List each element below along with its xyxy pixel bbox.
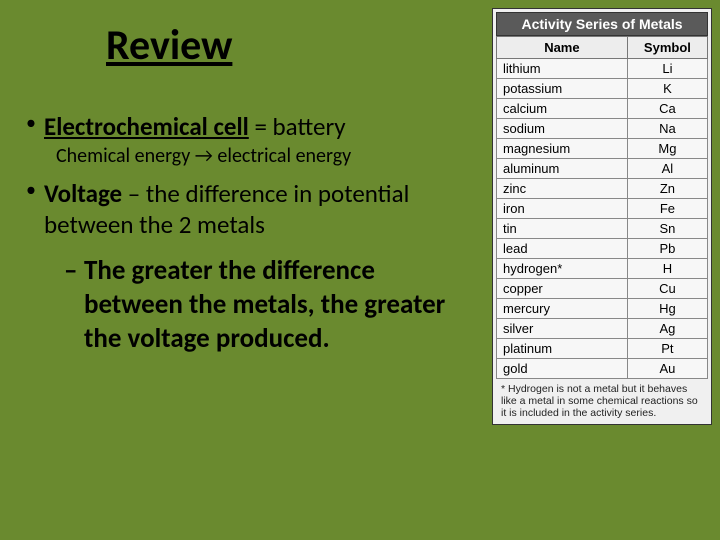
bullet-list: Electrochemical cell = battery Chemical …: [16, 111, 476, 355]
table-row: magnesiumMg: [497, 139, 708, 159]
slide-title: Review: [106, 20, 476, 71]
col-symbol-header: Symbol: [627, 37, 707, 59]
cell-symbol: Au: [627, 359, 707, 379]
cell-symbol: Mg: [627, 139, 707, 159]
cell-symbol: K: [627, 79, 707, 99]
bullet-2: Voltage – the difference in potential be…: [26, 178, 476, 355]
bullet-1-rest: = battery: [249, 111, 346, 142]
table-row: calciumCa: [497, 99, 708, 119]
cell-name: aluminum: [497, 159, 628, 179]
sub-bullet-list: The greater the difference between the m…: [64, 254, 476, 355]
cell-symbol: Hg: [627, 299, 707, 319]
cell-symbol: Li: [627, 59, 707, 79]
bullet-2-text: Voltage – the difference in potential be…: [44, 178, 476, 240]
table-row: hydrogen*H: [497, 259, 708, 279]
activity-series-table: Name Symbol lithiumLipotassiumKcalciumCa…: [496, 36, 708, 379]
cell-name: mercury: [497, 299, 628, 319]
table-row: copperCu: [497, 279, 708, 299]
table-row: mercuryHg: [497, 299, 708, 319]
cell-symbol: Ca: [627, 99, 707, 119]
table-row: potassiumK: [497, 79, 708, 99]
col-name-header: Name: [497, 37, 628, 59]
cell-symbol: Zn: [627, 179, 707, 199]
table-row: lithiumLi: [497, 59, 708, 79]
cell-symbol: Sn: [627, 219, 707, 239]
table-row: tinSn: [497, 219, 708, 239]
cell-name: calcium: [497, 99, 628, 119]
cell-name: iron: [497, 199, 628, 219]
cell-symbol: Fe: [627, 199, 707, 219]
cell-name: potassium: [497, 79, 628, 99]
cell-symbol: Cu: [627, 279, 707, 299]
cell-name: hydrogen*: [497, 259, 628, 279]
cell-name: sodium: [497, 119, 628, 139]
table-row: silverAg: [497, 319, 708, 339]
table-title: Activity Series of Metals: [496, 12, 708, 36]
cell-symbol: Ag: [627, 319, 707, 339]
cell-name: gold: [497, 359, 628, 379]
slide-content: Review Electrochemical cell = battery Ch…: [16, 20, 476, 361]
bullet-1-term: Electrochemical cell: [44, 111, 249, 142]
bullet-2-term: Voltage: [44, 178, 122, 209]
table-footnote: * Hydrogen is not a metal but it behaves…: [496, 379, 708, 421]
cell-name: zinc: [497, 179, 628, 199]
cell-name: magnesium: [497, 139, 628, 159]
cell-symbol: Na: [627, 119, 707, 139]
table-row: leadPb: [497, 239, 708, 259]
cell-name: platinum: [497, 339, 628, 359]
bullet-1-line1: Electrochemical cell = battery: [44, 111, 476, 142]
cell-symbol: Pb: [627, 239, 707, 259]
table-header-row: Name Symbol: [497, 37, 708, 59]
cell-name: silver: [497, 319, 628, 339]
table-row: platinumPt: [497, 339, 708, 359]
table-row: zincZn: [497, 179, 708, 199]
cell-name: lead: [497, 239, 628, 259]
cell-name: copper: [497, 279, 628, 299]
table-row: ironFe: [497, 199, 708, 219]
cell-symbol: Al: [627, 159, 707, 179]
activity-series-table-wrap: Activity Series of Metals Name Symbol li…: [492, 8, 712, 425]
table-row: aluminumAl: [497, 159, 708, 179]
sub-bullet-1: The greater the difference between the m…: [64, 254, 476, 355]
table-row: sodiumNa: [497, 119, 708, 139]
bullet-1-subline: Chemical energy → electrical energy: [56, 144, 476, 168]
bullet-1: Electrochemical cell = battery Chemical …: [26, 111, 476, 168]
table-row: goldAu: [497, 359, 708, 379]
cell-symbol: H: [627, 259, 707, 279]
cell-name: lithium: [497, 59, 628, 79]
cell-name: tin: [497, 219, 628, 239]
cell-symbol: Pt: [627, 339, 707, 359]
